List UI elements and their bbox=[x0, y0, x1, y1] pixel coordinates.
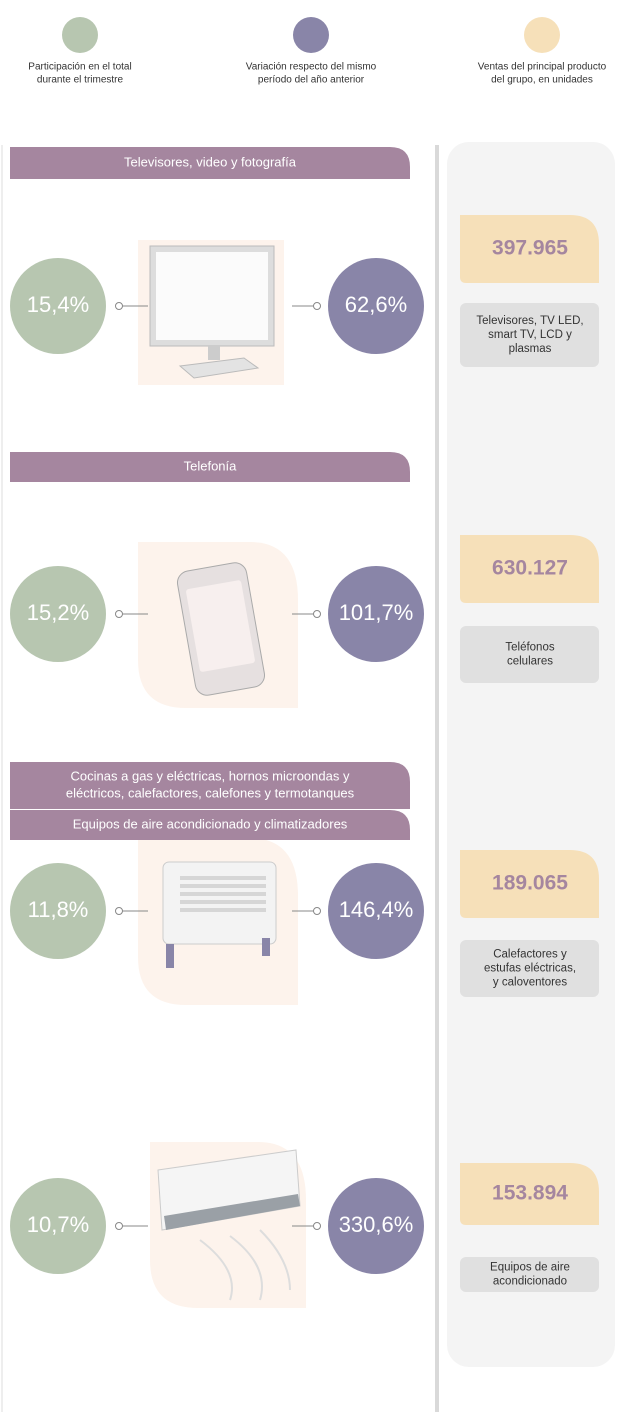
units-box bbox=[460, 1163, 599, 1225]
share-value: 15,4% bbox=[27, 292, 89, 317]
connector-dot bbox=[313, 1222, 321, 1230]
units-box bbox=[460, 535, 599, 603]
tv-screen bbox=[156, 252, 268, 340]
units-box bbox=[460, 850, 599, 918]
section: Televisores, video y fotografía 15,4% 62,6… bbox=[10, 147, 599, 385]
legend-label: del grupo, en unidades bbox=[491, 75, 593, 86]
product-box bbox=[460, 1257, 599, 1292]
product-label: estufas eléctricas, bbox=[484, 963, 576, 975]
heater-grill bbox=[180, 900, 266, 904]
product-box bbox=[460, 303, 599, 367]
section-title: Telefonía bbox=[184, 458, 238, 473]
section: Cocinas a gas y eléctricas, hornos micro… bbox=[10, 762, 599, 1005]
units-box bbox=[460, 215, 599, 283]
connector-dot bbox=[115, 302, 123, 310]
share-circle bbox=[10, 258, 106, 354]
product-label: Equipos de aire bbox=[490, 1262, 570, 1274]
product-label: Calefactores y bbox=[493, 949, 567, 961]
connector-dot bbox=[115, 907, 123, 915]
variation-value: 62,6% bbox=[345, 292, 407, 317]
connector-dot bbox=[313, 610, 321, 618]
legend-label: durante el trimestre bbox=[37, 75, 124, 86]
variation-circle bbox=[328, 566, 424, 662]
side-panel bbox=[447, 142, 615, 1367]
heater-grill bbox=[180, 876, 266, 880]
share-circle bbox=[10, 1178, 106, 1274]
connector-dot bbox=[115, 1222, 123, 1230]
legend-label: Participación en el total bbox=[28, 62, 131, 73]
legend-dot bbox=[293, 17, 329, 53]
ac-air bbox=[199, 1229, 291, 1301]
heater-leg bbox=[262, 938, 270, 956]
heater-grill bbox=[180, 884, 266, 888]
heater-grill bbox=[180, 892, 266, 896]
product-label: plasmas bbox=[509, 343, 552, 355]
variation-value: 146,4% bbox=[339, 897, 414, 922]
section: Equipos de aire acondicionado y climatiz… bbox=[10, 810, 599, 1308]
connector-dot bbox=[313, 907, 321, 915]
product-box bbox=[460, 940, 599, 997]
heater-grill bbox=[180, 908, 266, 912]
share-circle bbox=[10, 863, 106, 959]
section-header bbox=[10, 452, 410, 482]
section-title: eléctricos, calefactores, calefones y te… bbox=[66, 785, 355, 800]
share-value: 11,8% bbox=[28, 897, 89, 922]
section-title: Equipos de aire acondicionado y climatiz… bbox=[73, 816, 348, 831]
connector-dot bbox=[115, 610, 123, 618]
section-title: Televisores, video y fotografía bbox=[124, 154, 297, 169]
product-box bbox=[460, 626, 599, 683]
units-value: 397.965 bbox=[492, 237, 568, 260]
legend-dot bbox=[62, 17, 98, 53]
tv-neck bbox=[208, 346, 220, 360]
variation-value: 330,6% bbox=[339, 1212, 414, 1237]
units-value: 189.065 bbox=[492, 872, 568, 895]
share-value: 15,2% bbox=[27, 600, 89, 625]
product-label: y caloventores bbox=[493, 977, 567, 989]
variation-value: 101,7% bbox=[339, 600, 414, 625]
variation-circle bbox=[328, 1178, 424, 1274]
legend-label: Ventas del principal producto bbox=[478, 62, 607, 73]
phone-screen bbox=[186, 580, 255, 672]
product-label: smart TV, LCD y bbox=[488, 329, 572, 341]
product-label: Televisores, TV LED, bbox=[476, 315, 583, 327]
product-label: celulares bbox=[507, 656, 553, 668]
share-value: 10,7% bbox=[27, 1212, 89, 1237]
section-title: Cocinas a gas y eléctricas, hornos micro… bbox=[71, 768, 350, 783]
units-value: 153.894 bbox=[492, 1182, 568, 1205]
legend-label: período del año anterior bbox=[258, 75, 365, 86]
legend-label: Variación respecto del mismo bbox=[246, 62, 377, 73]
product-label: acondicionado bbox=[493, 1276, 567, 1288]
variation-circle bbox=[328, 863, 424, 959]
section-header bbox=[10, 147, 410, 179]
variation-circle bbox=[328, 258, 424, 354]
heater-leg bbox=[166, 944, 174, 968]
section-header bbox=[10, 810, 410, 840]
legend-dot bbox=[524, 17, 560, 53]
connector-dot bbox=[313, 302, 321, 310]
product-label: Teléfonos bbox=[505, 642, 554, 654]
ac-vent bbox=[164, 1194, 300, 1230]
share-circle bbox=[10, 566, 106, 662]
tv-base bbox=[178, 357, 260, 379]
units-value: 630.127 bbox=[492, 557, 568, 580]
section: Telefonía 15,2% 101,7% 630.127 Teléfonos celu… bbox=[10, 452, 599, 708]
section-header bbox=[10, 762, 410, 809]
